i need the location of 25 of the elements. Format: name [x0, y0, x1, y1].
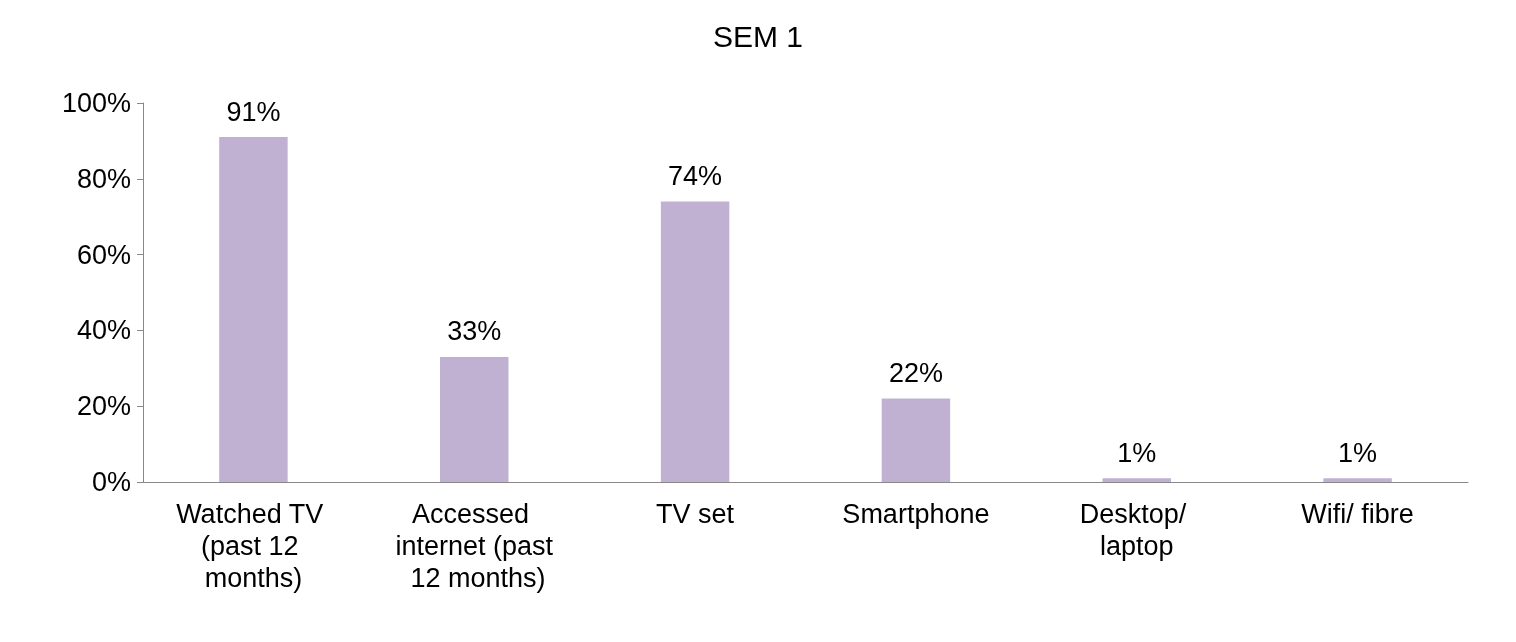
data-label: 22%: [888, 358, 943, 389]
bar: [881, 398, 951, 482]
y-tick-label: 0%: [91, 467, 131, 497]
data-label: 91%: [226, 96, 281, 127]
x-tick-label: Watched TV (past 12 months): [176, 499, 331, 593]
x-tick-label: Desktop/ laptop: [1079, 499, 1194, 561]
bar: [660, 201, 730, 482]
data-label: 1%: [1117, 437, 1157, 468]
data-label: 1%: [1338, 437, 1378, 468]
x-tick-label: Wifi/ fibre: [1301, 499, 1414, 529]
bar: [1323, 478, 1392, 482]
data-label: 74%: [668, 161, 723, 192]
x-tick-label: Smartphone: [842, 499, 990, 529]
x-tick-label: Accessed internet (past 12 months): [395, 499, 554, 593]
y-tick-label: 60%: [76, 239, 131, 270]
y-tick-label: 100%: [61, 88, 131, 118]
bar: [219, 137, 288, 482]
y-tick-label: 20%: [76, 391, 131, 422]
y-tick-label: 40%: [76, 315, 131, 346]
chart-title: SEM 1: [712, 19, 804, 53]
bar: [440, 356, 509, 482]
x-tick-label: TV set: [656, 499, 735, 529]
bar: [1102, 478, 1171, 482]
data-label: 33%: [447, 316, 502, 347]
y-tick-label: 80%: [76, 163, 131, 194]
